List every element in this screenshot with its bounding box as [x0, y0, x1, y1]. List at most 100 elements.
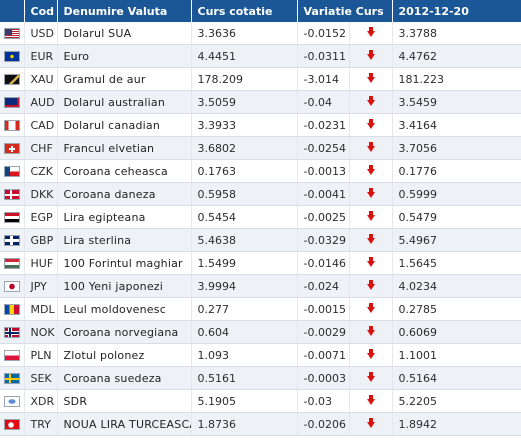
- name-column-header[interactable]: Denumire Valuta: [57, 0, 192, 22]
- rate-variation: -0.0146: [297, 251, 350, 275]
- australia-flag-icon: [3, 97, 20, 108]
- currency-name: Lira sterlina: [57, 228, 192, 252]
- rate-variation: -0.024: [297, 274, 350, 298]
- table-row: GBP Lira sterlina 5.4638 -0.0329 5.4967: [0, 228, 521, 252]
- down-arrow-icon: [366, 302, 375, 313]
- table-row: AUD Dolarul australian 3.5059 -0.04 3.5459: [0, 90, 521, 114]
- trend-cell: [349, 251, 393, 275]
- down-arrow-icon: [366, 394, 375, 405]
- exchange-rate: 1.8736: [191, 412, 298, 436]
- trend-cell: [349, 182, 393, 206]
- down-arrow-icon: [366, 72, 375, 83]
- currency-code: DKK: [24, 182, 58, 206]
- flag-cell: [0, 251, 25, 275]
- currency-name: SDR: [57, 389, 192, 413]
- trend-cell: [349, 389, 393, 413]
- flag-cell: [0, 90, 25, 114]
- currency-code: TRY: [24, 412, 58, 436]
- previous-rate: 0.2785: [392, 297, 521, 321]
- previous-rate: 0.5999: [392, 182, 521, 206]
- currency-name: Dolarul canadian: [57, 113, 192, 137]
- previous-rate: 3.4164: [392, 113, 521, 137]
- rate-variation: -0.0311: [297, 44, 350, 68]
- trend-cell: [349, 320, 393, 344]
- czech-flag-icon: [3, 166, 20, 177]
- currency-code: MDL: [24, 297, 58, 321]
- code-column-header[interactable]: Cod: [24, 0, 58, 22]
- currency-name: Dolarul SUA: [57, 22, 192, 45]
- table-header: Cod Denumire Valuta Curs cotatie Variati…: [0, 0, 521, 22]
- currency-code: HUF: [24, 251, 58, 275]
- flag-cell: [0, 113, 25, 137]
- trend-cell: [349, 159, 393, 183]
- currency-name: Euro: [57, 44, 192, 68]
- table-row: CHF Francul elvetian 3.6802 -0.0254 3.7056: [0, 136, 521, 160]
- down-arrow-icon: [366, 210, 375, 221]
- trend-cell: [349, 205, 393, 229]
- previous-rate: 3.7056: [392, 136, 521, 160]
- previous-rate: 0.6069: [392, 320, 521, 344]
- turkey-flag-icon: [3, 419, 20, 430]
- currency-code: EUR: [24, 44, 58, 68]
- rate-variation: -0.0152: [297, 22, 350, 45]
- moldova-flag-icon: [3, 304, 20, 315]
- currency-name: Lira egipteana: [57, 205, 192, 229]
- flag-cell: [0, 274, 25, 298]
- table-row: TRY NOUA LIRA TURCEASCA 1.8736 -0.0206 1.894…: [0, 412, 521, 436]
- denmark-flag-icon: [3, 189, 20, 200]
- trend-cell: [349, 22, 393, 45]
- table-row: SEK Coroana suedeza 0.5161 -0.0003 0.5164: [0, 366, 521, 390]
- trend-cell: [349, 90, 393, 114]
- previous-rate: 4.4762: [392, 44, 521, 68]
- rate-variation: -0.04: [297, 90, 350, 114]
- trend-cell: [349, 366, 393, 390]
- exchange-rate: 0.5958: [191, 182, 298, 206]
- currency-name: Dolarul australian: [57, 90, 192, 114]
- table-row: EUR Euro 4.4451 -0.0311 4.4762: [0, 44, 521, 68]
- currency-code: JPY: [24, 274, 58, 298]
- down-arrow-icon: [366, 256, 375, 267]
- flag-cell: [0, 182, 25, 206]
- rate-variation: -0.0029: [297, 320, 350, 344]
- table-row: PLN Zlotul polonez 1.093 -0.0071 1.1001: [0, 343, 521, 367]
- previous-date-column-header[interactable]: 2012-12-20: [392, 0, 521, 22]
- table-row: USD Dolarul SUA 3.3636 -0.0152 3.3788: [0, 22, 521, 45]
- currency-code: XAU: [24, 67, 58, 91]
- exchange-rate: 3.6802: [191, 136, 298, 160]
- sdr-icon: [3, 396, 20, 407]
- hungary-flag-icon: [3, 258, 20, 269]
- exchange-rate: 3.3933: [191, 113, 298, 137]
- down-arrow-icon: [366, 118, 375, 129]
- rate-variation: -0.0329: [297, 228, 350, 252]
- exchange-rate: 3.9994: [191, 274, 298, 298]
- trend-cell: [349, 136, 393, 160]
- down-arrow-icon: [366, 348, 375, 359]
- previous-rate: 3.3788: [392, 22, 521, 45]
- currency-name: Coroana suedeza: [57, 366, 192, 390]
- table-row: EGP Lira egipteana 0.5454 -0.0025 0.5479: [0, 205, 521, 229]
- flag-cell: [0, 412, 25, 436]
- flag-column-header: [0, 0, 25, 22]
- down-arrow-icon: [366, 187, 375, 198]
- previous-rate: 4.0234: [392, 274, 521, 298]
- flag-cell: [0, 343, 25, 367]
- down-arrow-icon: [366, 164, 375, 175]
- exchange-rate: 0.1763: [191, 159, 298, 183]
- table-row: CAD Dolarul canadian 3.3933 -0.0231 3.4164: [0, 113, 521, 137]
- flag-cell: [0, 205, 25, 229]
- trend-cell: [349, 412, 393, 436]
- poland-flag-icon: [3, 350, 20, 361]
- variation-column-header[interactable]: Variatie Curs: [297, 0, 393, 22]
- rate-column-header[interactable]: Curs cotatie: [191, 0, 298, 22]
- egypt-flag-icon: [3, 212, 20, 223]
- down-arrow-icon: [366, 233, 375, 244]
- currency-code: AUD: [24, 90, 58, 114]
- down-arrow-icon: [366, 49, 375, 60]
- previous-rate: 0.5479: [392, 205, 521, 229]
- flag-cell: [0, 22, 25, 45]
- exchange-rate: 0.604: [191, 320, 298, 344]
- previous-rate: 1.5645: [392, 251, 521, 275]
- down-arrow-icon: [366, 371, 375, 382]
- table-row: XDR SDR 5.1905 -0.03 5.2205: [0, 389, 521, 413]
